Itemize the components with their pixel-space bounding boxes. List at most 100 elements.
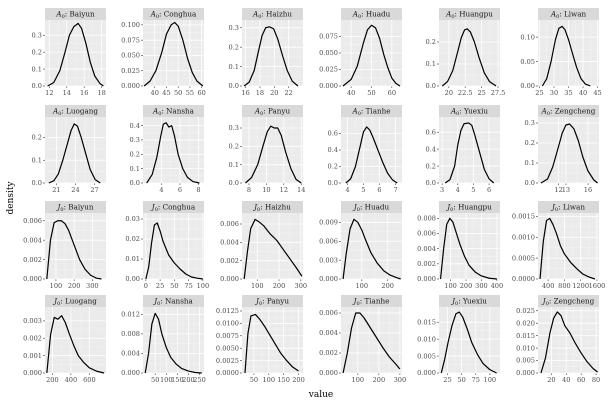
- panel-a0-panyu-density-line: [245, 125, 302, 184]
- panel-a0-baiyun-y-tick-label: 0.3: [32, 31, 43, 39]
- panel-j0-zengcheng: 20 40 60 80 0.000 0.005 0.010 0.015 0.020 0.025 J0…: [516, 295, 600, 384]
- panel-a0-huadu-density-line: [342, 24, 401, 87]
- panel-a0-luogang-x-tick-label: 24: [71, 186, 79, 194]
- panel-a0-liwan-x-tick-label: 25: [535, 89, 543, 97]
- panel-a0-conghua: 40 45 50 55 60 0.000 0.025 0.050 0.075 0.100 A0: C…: [121, 8, 206, 97]
- panel-a0-yuexiu-strip: [439, 105, 500, 117]
- panel-j0-baiyun-x-tick-label: 300: [86, 282, 99, 290]
- panel-j0-panyu-y-tick-label: 0.0075: [216, 332, 239, 340]
- panel-j0-haizhu-strip: [242, 201, 303, 213]
- panel-a0-yuexiu-x-tick-label: 3: [440, 186, 444, 194]
- panel-a0-baiyun-x-tick-label: 14: [63, 89, 71, 97]
- panel-j0-panyu-y-tick-label: 0.0100: [216, 320, 239, 328]
- panel-j0-nansha-x-tick-label: 150: [171, 376, 184, 384]
- panel-a0-yuexiu-y-tick-label: 0.0: [426, 179, 437, 187]
- panel-j0-zengcheng-y-tick-label: 0.010: [516, 344, 535, 352]
- panel-j0-huangpu-strip-label: J0: Huangpu: [445, 203, 492, 214]
- panel-j0-baiyun-background: [45, 213, 106, 279]
- panel-j0-zengcheng-y-tick-label: 0.025: [516, 307, 535, 315]
- panel-a0-conghua-x-tick-label: 60: [197, 89, 205, 97]
- panel-j0-nansha-y-tick-label: 0.008: [121, 330, 140, 338]
- panel-a0-nansha-x-tick-label: 6: [178, 186, 182, 194]
- panel-a0-haizhu-x-tick-label: 18: [256, 89, 264, 97]
- panel-j0-panyu-y-tick-label: 0.0000: [216, 369, 239, 377]
- panel-j0-yuexiu-x-tick-label: 100: [484, 376, 497, 384]
- panel-j0-luogang-x-tick-label: 200: [46, 376, 59, 384]
- panel-a0-conghua-x-tick-label: 50: [174, 89, 182, 97]
- panel-a0-yuexiu-y-tick-label: 0.6: [426, 128, 437, 136]
- panel-j0-yuexiu: 25 50 75 100 0.000 0.005 0.010 0.015 J0: Yuexiu: [417, 295, 500, 384]
- panel-a0-tianhe-density-line: [345, 126, 398, 184]
- panel-a0-nansha-y-tick-label: 0.1: [130, 165, 141, 173]
- panel-j0-panyu-x-tick-label: 150: [277, 376, 290, 384]
- panel-a0-nansha-strip: [143, 105, 204, 117]
- panel-a0-panyu-strip-label: A0: Panyu: [254, 107, 291, 118]
- panel-j0-liwan-y-tick-label: 0.0015: [512, 213, 535, 221]
- panel-a0-luogang-y-tick-label: 0.0: [32, 179, 43, 187]
- panel-a0-baiyun: 12 14 16 18 0.0 0.1 0.2 0.3 A0: Baiyun: [32, 8, 106, 97]
- panel-a0-panyu-x-tick-label: 12: [280, 186, 288, 194]
- panel-a0-conghua-x-tick-label: 40: [151, 89, 159, 97]
- panel-a0-panyu-x-tick-label: 14: [297, 186, 305, 194]
- panel-j0-huangpu-strip: [439, 201, 500, 213]
- panel-a0-nansha-y-tick-label: 0.3: [130, 136, 141, 144]
- panel-j0-huadu-y-tick-label: 0.009: [319, 219, 338, 227]
- panel-a0-panyu-y-tick-label: 0.0: [229, 179, 240, 187]
- panel-j0-conghua-strip: [143, 201, 204, 213]
- panel-a0-panyu-y-tick-label: 0.1: [229, 161, 240, 169]
- panel-a0-zengcheng-x-tick-label: 16: [584, 186, 592, 194]
- panel-a0-luogang-y-tick-label: 0.1: [32, 156, 43, 164]
- panel-j0-panyu-y-tick-label: 0.0050: [216, 344, 239, 352]
- panel-a0-panyu-y-tick-label: 0.3: [229, 124, 240, 132]
- panel-a0-baiyun-y-tick-label: 0.0: [32, 82, 43, 90]
- panel-a0-haizhu-y-tick-label: 0.3: [229, 24, 240, 32]
- panel-j0-panyu-x-tick-label: 200: [292, 376, 305, 384]
- panel-a0-nansha-y-tick-label: 0.0: [130, 179, 141, 187]
- panel-j0-conghua-x-tick-label: 50: [170, 282, 178, 290]
- panel-a0-huadu-y-tick-label: 0.050: [319, 49, 338, 57]
- panel-j0-huangpu-y-tick-label: 0.008: [417, 215, 436, 223]
- panel-a0-huangpu-x-tick-label: 20: [445, 89, 453, 97]
- panel-a0-huangpu-x-tick-label: 25: [477, 89, 485, 97]
- y-axis-title: density: [6, 181, 16, 215]
- panel-a0-luogang-density-line: [48, 123, 101, 184]
- panel-a0-zengcheng-x-tick-label: 12: [554, 186, 562, 194]
- panel-j0-conghua-strip-label: J0: Conghua: [150, 203, 196, 214]
- panel-j0-liwan-background: [538, 213, 599, 279]
- panel-j0-haizhu-y-tick-label: 0.002: [220, 257, 239, 265]
- panel-j0-huangpu-y-tick-label: 0.000: [417, 275, 436, 283]
- panel-a0-panyu-strip: [242, 105, 303, 117]
- panel-a0-yuexiu: 3 4 5 6 0.0 0.2 0.4 0.6 A0: Yuexiu: [426, 105, 500, 194]
- panel-a0-zengcheng-y-tick-label: 0.2: [525, 139, 536, 147]
- panel-a0-luogang-x-tick-label: 27: [90, 186, 98, 194]
- panel-j0-panyu-y-tick-label: 0.0125: [216, 307, 239, 315]
- panel-j0-zengcheng-y-tick-label: 0.005: [516, 357, 535, 365]
- panel-j0-tianhe-x-tick-label: 200: [373, 376, 386, 384]
- panel-j0-zengcheng-y-tick-label: 0.020: [516, 319, 535, 327]
- panel-j0-panyu: 50 100 150 200 0.0000 0.0025 0.0050 0.0075 0.010…: [216, 295, 305, 384]
- panel-a0-haizhu-y-tick-label: 0.2: [229, 43, 240, 51]
- panel-j0-panyu-strip-label: J0: Panyu: [254, 297, 289, 308]
- panel-a0-liwan-density-line: [541, 25, 591, 87]
- panel-j0-liwan-strip-label: J0: Liwan: [550, 203, 585, 214]
- panel-j0-luogang-x-tick-label: 600: [83, 376, 96, 384]
- panel-a0-liwan-strip: [538, 8, 599, 20]
- panel-a0-conghua-y-tick-label: 0.100: [121, 21, 140, 29]
- panel-a0-nansha-y-tick-label: 0.4: [130, 122, 141, 130]
- panel-a0-baiyun-strip: [45, 8, 106, 20]
- panel-a0-yuexiu-x-tick-label: 6: [487, 186, 491, 194]
- panel-j0-luogang-strip-label: J0: Luogang: [52, 297, 97, 308]
- panel-a0-zengcheng-y-tick-label: 0.3: [525, 119, 536, 127]
- panel-j0-zengcheng-x-tick-label: 40: [562, 376, 570, 384]
- panel-j0-yuexiu-strip: [439, 295, 500, 307]
- panel-a0-haizhu-x-tick-label: 20: [270, 89, 278, 97]
- panel-j0-luogang-y-tick-label: 0.000: [23, 369, 42, 377]
- panel-j0-huadu-x-tick-label: 100: [355, 282, 368, 290]
- panel-a0-tianhe-x-tick-label: 4: [345, 186, 349, 194]
- panel-j0-tianhe-y-tick-label: 0.002: [319, 349, 338, 357]
- panel-a0-conghua-density-line: [143, 21, 204, 87]
- panel-a0-tianhe-x-tick-label: 6: [377, 186, 381, 194]
